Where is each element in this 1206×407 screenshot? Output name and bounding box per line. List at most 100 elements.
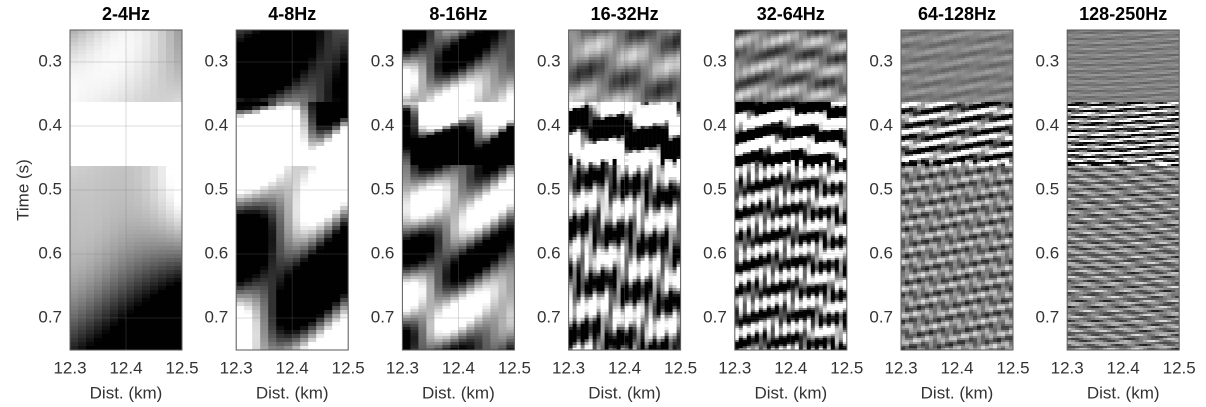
image-cell bbox=[316, 246, 324, 250]
image-cell bbox=[442, 57, 450, 60]
image-cell bbox=[490, 168, 498, 171]
image-cell bbox=[292, 198, 300, 202]
image-cell bbox=[70, 174, 78, 178]
image-cell bbox=[402, 174, 410, 177]
image-cell bbox=[458, 156, 466, 159]
image-cell bbox=[166, 246, 174, 250]
image-cell bbox=[482, 240, 490, 243]
image-cell bbox=[316, 34, 324, 38]
image-cell bbox=[426, 297, 434, 300]
image-cell bbox=[657, 48, 661, 51]
image-cell bbox=[332, 202, 340, 206]
image-cell bbox=[340, 94, 348, 98]
image-cell bbox=[134, 226, 142, 230]
image-cell bbox=[637, 69, 641, 72]
image-cell bbox=[110, 106, 118, 110]
image-cell bbox=[268, 342, 276, 346]
image-cell bbox=[150, 178, 158, 182]
image-cell bbox=[78, 106, 86, 110]
image-cell bbox=[573, 54, 577, 57]
image-cell bbox=[426, 267, 434, 270]
image-cell bbox=[506, 168, 514, 171]
image-cell bbox=[474, 213, 482, 216]
image-cell bbox=[260, 238, 268, 242]
image-cell bbox=[442, 36, 450, 39]
image-cell bbox=[458, 306, 466, 309]
image-cell bbox=[94, 178, 102, 182]
image-cell bbox=[78, 126, 86, 130]
image-cell bbox=[332, 138, 340, 142]
image-cell bbox=[244, 306, 252, 310]
image-cell bbox=[260, 306, 268, 310]
image-cell bbox=[174, 170, 182, 174]
image-cell bbox=[669, 69, 673, 72]
image-cell bbox=[402, 222, 410, 225]
image-cell bbox=[102, 82, 110, 86]
image-cell bbox=[86, 130, 94, 134]
image-cell bbox=[410, 75, 418, 78]
image-cell bbox=[498, 330, 506, 333]
image-cell bbox=[244, 46, 252, 50]
image-cell bbox=[94, 190, 102, 194]
image-cell bbox=[236, 194, 244, 198]
image-cell bbox=[426, 36, 434, 39]
image-cell bbox=[276, 330, 284, 334]
image-cell bbox=[150, 154, 158, 158]
image-cell bbox=[466, 114, 474, 117]
image-cell bbox=[292, 102, 300, 106]
image-cell bbox=[506, 219, 514, 222]
image-cell bbox=[268, 114, 276, 118]
image-cell bbox=[292, 306, 300, 310]
image-cell bbox=[86, 202, 94, 206]
image-cell bbox=[474, 93, 482, 96]
image-cell bbox=[569, 36, 573, 39]
image-cell bbox=[450, 138, 458, 141]
image-cell bbox=[94, 318, 102, 322]
image-cell bbox=[332, 266, 340, 270]
image-cell bbox=[166, 170, 174, 174]
image-cell bbox=[482, 297, 490, 300]
image-cell bbox=[410, 195, 418, 198]
image-cell bbox=[110, 98, 118, 102]
image-cell bbox=[458, 330, 466, 333]
image-cell bbox=[629, 81, 633, 84]
image-cell bbox=[340, 334, 348, 338]
image-cell bbox=[458, 258, 466, 261]
image-cell bbox=[450, 54, 458, 57]
image-cell bbox=[665, 66, 669, 69]
image-cell bbox=[442, 114, 450, 117]
image-cell bbox=[466, 330, 474, 333]
image-cell bbox=[158, 54, 166, 58]
image-cell bbox=[418, 240, 426, 243]
image-cell bbox=[86, 298, 94, 302]
image-cell bbox=[316, 46, 324, 50]
image-cell bbox=[86, 218, 94, 222]
image-cell bbox=[426, 84, 434, 87]
image-cell bbox=[490, 84, 498, 87]
image-cell bbox=[506, 279, 514, 282]
image-cell bbox=[665, 39, 669, 42]
image-cell bbox=[102, 38, 110, 42]
image-cell bbox=[434, 246, 442, 249]
image-cell bbox=[577, 45, 581, 48]
image-cell bbox=[498, 36, 506, 39]
image-cell bbox=[669, 33, 673, 36]
image-cell bbox=[402, 291, 410, 294]
image-cell bbox=[260, 294, 268, 298]
image-cell bbox=[102, 202, 110, 206]
image-cell bbox=[332, 290, 340, 294]
image-cell bbox=[506, 195, 514, 198]
image-cell bbox=[661, 75, 665, 78]
image-cell bbox=[458, 102, 466, 105]
image-cell bbox=[102, 70, 110, 74]
image-cell bbox=[466, 84, 474, 87]
image-cell bbox=[506, 285, 514, 288]
image-cell bbox=[434, 87, 442, 90]
image-cell bbox=[158, 234, 166, 238]
image-cell bbox=[308, 342, 316, 346]
image-cell bbox=[426, 111, 434, 114]
image-cell bbox=[340, 226, 348, 230]
image-cell bbox=[474, 114, 482, 117]
image-cell bbox=[466, 303, 474, 306]
image-cell bbox=[450, 216, 458, 219]
